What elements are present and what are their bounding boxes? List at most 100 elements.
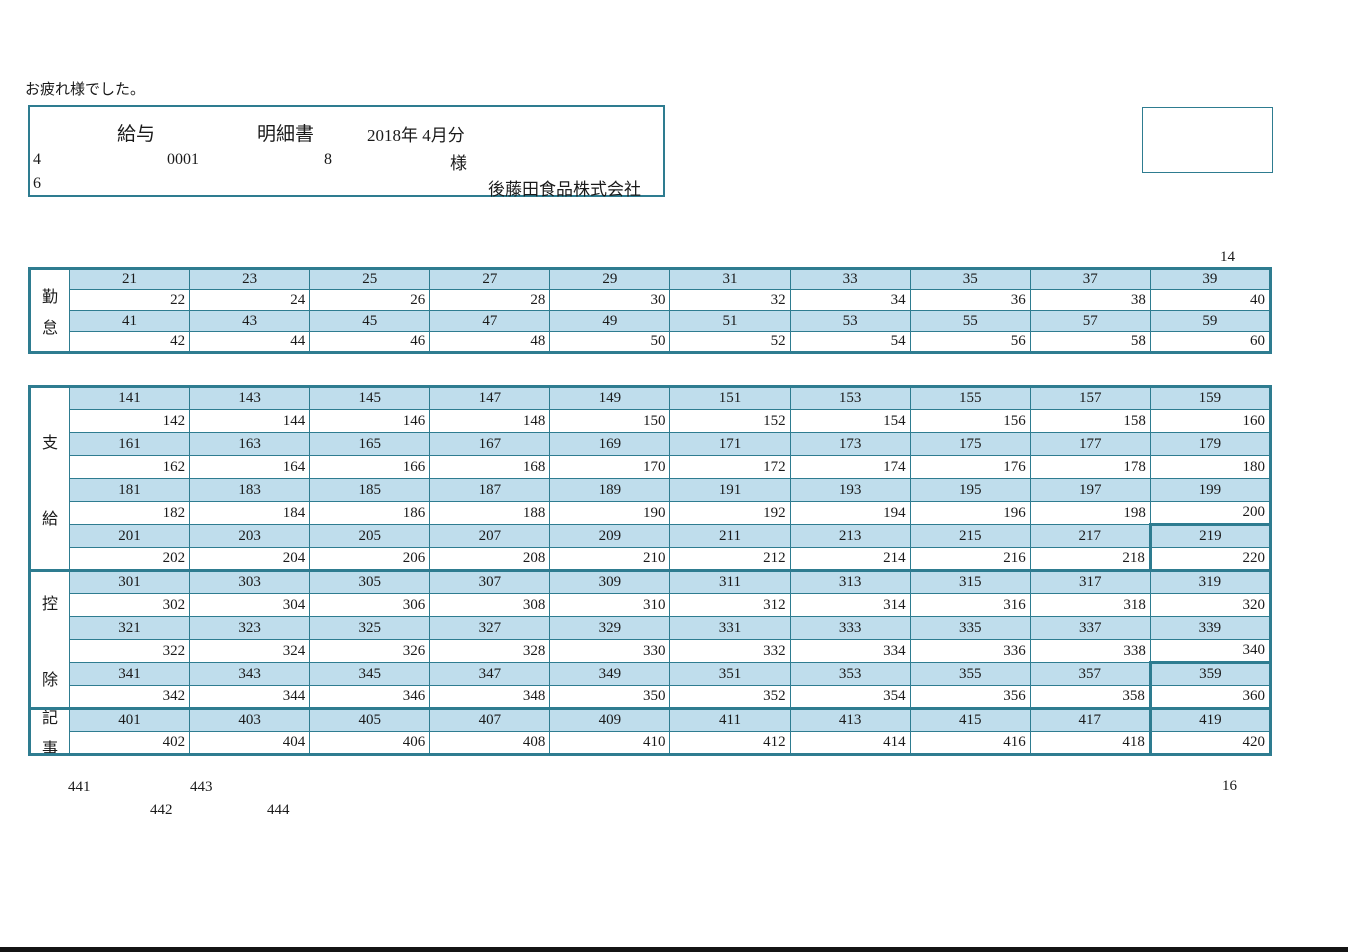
header-code-1: 4 [33, 151, 41, 168]
field-cell-311: 311 [669, 569, 791, 594]
field-cell-146: 146 [309, 409, 431, 433]
field-cell-206: 206 [309, 547, 431, 571]
field-cell-209: 209 [549, 524, 671, 548]
field-cell-159: 159 [1149, 385, 1272, 410]
field-cell-50: 50 [549, 331, 671, 353]
field-cell-334: 334 [789, 639, 911, 663]
field-cell-359: 359 [1148, 661, 1272, 686]
field-cell-411: 411 [669, 707, 791, 732]
field-cell-46: 46 [309, 331, 431, 353]
field-cell-60: 60 [1149, 331, 1272, 353]
field-cell-207: 207 [429, 524, 551, 548]
field-cell-402: 402 [68, 731, 191, 755]
field-cell-158: 158 [1029, 409, 1151, 433]
field-cell-211: 211 [669, 524, 791, 548]
field-cell-148: 148 [429, 409, 551, 433]
field-cell-55: 55 [909, 310, 1031, 332]
field-cell-323: 323 [189, 616, 311, 640]
field-cell-358: 358 [1029, 685, 1151, 709]
payslip-header-box: 給与 明細書 2018年 4月分 4 0001 8 様 6 後藤田食品株式会社 [28, 105, 665, 199]
field-cell-354: 354 [789, 685, 911, 709]
field-cell-147: 147 [429, 385, 551, 410]
field-cell-183: 183 [189, 478, 311, 502]
field-cell-191: 191 [669, 478, 791, 502]
field-cell-178: 178 [1029, 455, 1151, 479]
section-label-kojo: 控除 [29, 569, 70, 709]
page-number-bottom: 16 [1222, 778, 1237, 794]
field-cell-171: 171 [669, 432, 791, 456]
field-cell-187: 187 [429, 478, 551, 502]
field-cell-166: 166 [309, 455, 431, 479]
field-cell-142: 142 [68, 409, 191, 433]
field-cell-351: 351 [669, 662, 791, 686]
field-cell-45: 45 [309, 310, 431, 332]
field-cell-343: 343 [189, 662, 311, 686]
field-cell-214: 214 [789, 547, 911, 571]
window-edge-bar [0, 947, 1348, 952]
field-cell-39: 39 [1149, 267, 1272, 290]
field-cell-37: 37 [1029, 267, 1151, 290]
field-cell-165: 165 [309, 432, 431, 456]
field-cell-195: 195 [909, 478, 1031, 502]
field-cell-161: 161 [68, 432, 191, 456]
field-cell-22: 22 [68, 289, 191, 311]
field-cell-192: 192 [669, 501, 791, 525]
field-cell-307: 307 [429, 569, 551, 594]
field-cell-418: 418 [1029, 731, 1151, 755]
field-cell-43: 43 [189, 310, 311, 332]
field-cell-403: 403 [189, 707, 311, 732]
section-label-char: 除 [41, 671, 58, 689]
field-cell-199: 199 [1149, 478, 1272, 502]
field-cell-56: 56 [909, 331, 1031, 353]
field-cell-350: 350 [549, 685, 671, 709]
field-cell-179: 179 [1149, 432, 1272, 456]
field-cell-162: 162 [68, 455, 191, 479]
field-cell-330: 330 [549, 639, 671, 663]
field-cell-30: 30 [549, 289, 671, 311]
field-cell-219: 219 [1148, 523, 1272, 548]
field-cell-41: 41 [68, 310, 191, 332]
section-label-char: 給 [41, 510, 58, 528]
field-cell-333: 333 [789, 616, 911, 640]
section-label-shikyu: 支給 [29, 385, 70, 571]
field-cell-32: 32 [669, 289, 791, 311]
field-cell-405: 405 [309, 707, 431, 732]
field-cell-51: 51 [669, 310, 791, 332]
field-cell-58: 58 [1029, 331, 1151, 353]
field-cell-412: 412 [669, 731, 791, 755]
field-cell-212: 212 [669, 547, 791, 571]
field-cell-193: 193 [789, 478, 911, 502]
attendance-table: 勤怠 21 23 25 27 29 31 33 35 37 39 22 24 26 28 30 32 34 36 38… [28, 267, 1272, 354]
field-cell-338: 338 [1029, 639, 1151, 663]
page-number-top: 14 [1220, 249, 1235, 265]
field-cell-156: 156 [909, 409, 1031, 433]
field-cell-326: 326 [309, 639, 431, 663]
field-cell-42: 42 [68, 331, 191, 353]
field-cell-345: 345 [309, 662, 431, 686]
field-cell-309: 309 [549, 569, 671, 594]
footer-number: 442 [150, 802, 173, 818]
field-cell-59: 59 [1149, 310, 1272, 332]
field-cell-339: 339 [1149, 616, 1272, 640]
field-cell-198: 198 [1029, 501, 1151, 525]
footer-number: 441 [68, 779, 91, 795]
field-cell-57: 57 [1029, 310, 1151, 332]
employee-number: 8 [324, 151, 332, 168]
footer-number: 444 [267, 802, 290, 818]
field-cell-157: 157 [1029, 385, 1151, 410]
field-cell-202: 202 [68, 547, 191, 571]
field-cell-413: 413 [789, 707, 911, 732]
field-cell-23: 23 [189, 267, 311, 290]
field-cell-327: 327 [429, 616, 551, 640]
field-cell-31: 31 [669, 267, 791, 290]
field-cell-145: 145 [309, 385, 431, 410]
field-cell-352: 352 [669, 685, 791, 709]
field-cell-420: 420 [1148, 731, 1272, 756]
field-cell-152: 152 [669, 409, 791, 433]
section-label-char: 怠 [41, 320, 58, 337]
field-cell-149: 149 [549, 385, 671, 410]
field-cell-315: 315 [909, 569, 1031, 594]
field-cell-331: 331 [669, 616, 791, 640]
field-cell-27: 27 [429, 267, 551, 290]
field-cell-21: 21 [68, 267, 191, 290]
